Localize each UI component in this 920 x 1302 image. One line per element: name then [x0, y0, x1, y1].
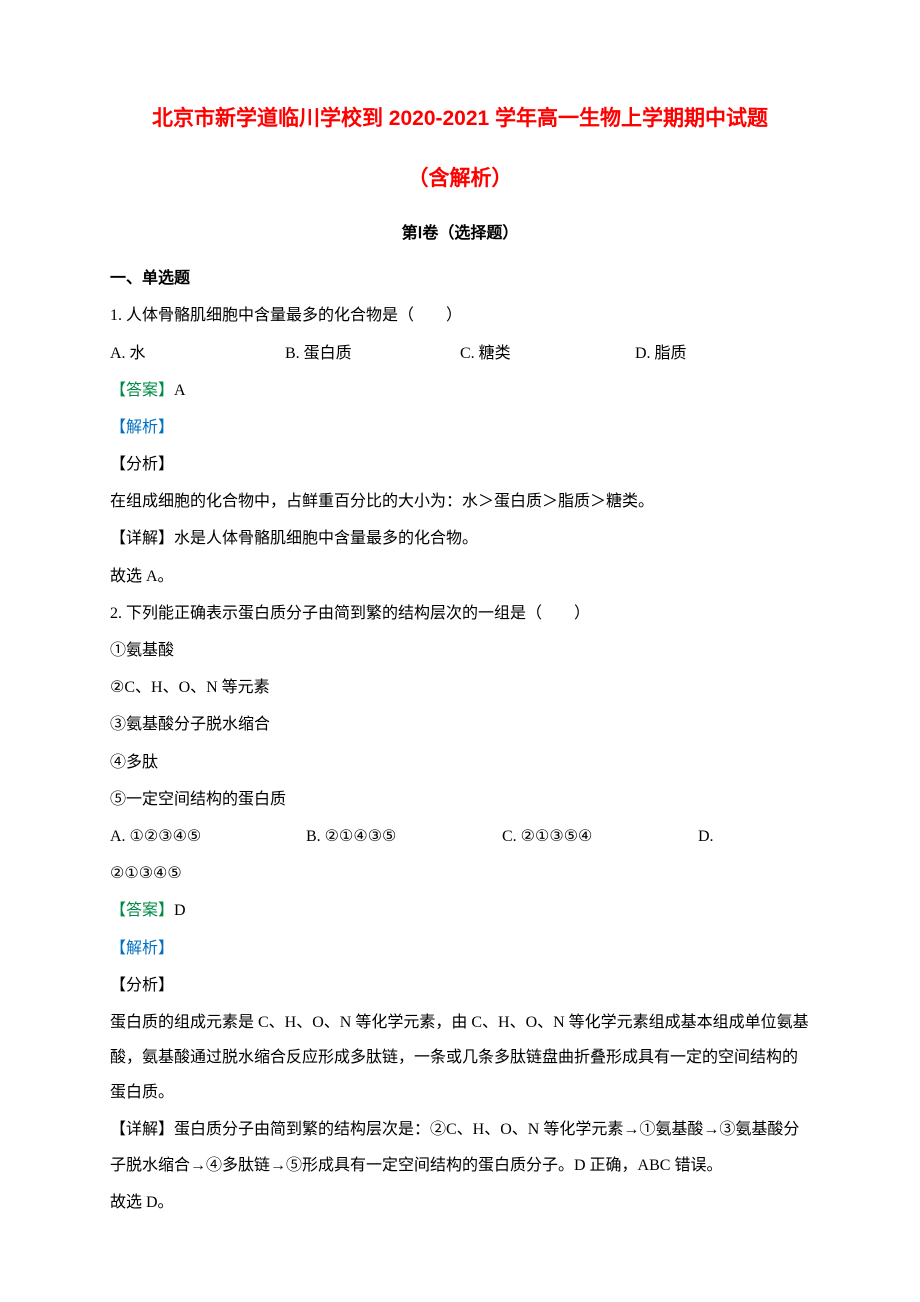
q2-answer: 【答案】D	[110, 893, 810, 928]
q2-option-d: D.	[698, 819, 810, 854]
q2-analysis-label-text: 【解析】	[110, 940, 174, 957]
q1-analysis-label-text: 【解析】	[110, 419, 174, 436]
q1-options: A. 水 B. 蛋白质 C. 糖类 D. 脂质	[110, 336, 810, 371]
q2-fenxi-body: 蛋白质的组成元素是 C、H、O、N 等化学元素，由 C、H、O、N 等化学元素组…	[110, 1005, 810, 1111]
q2-analysis-label: 【解析】	[110, 931, 810, 966]
exam-title-line2: （含解析）	[110, 156, 810, 202]
q1-fenxi-body: 在组成细胞的化合物中，占鲜重百分比的大小为：水＞蛋白质＞脂质＞糖类。	[110, 484, 810, 519]
q2-conclusion: 故选 D。	[110, 1185, 810, 1220]
q1-answer-label: 【答案】	[110, 382, 174, 399]
q1-answer-value: A	[174, 382, 186, 399]
q2-item5: ⑤一定空间结构的蛋白质	[110, 782, 810, 817]
q2-answer-value: D	[174, 902, 186, 919]
q1-option-b: B. 蛋白质	[285, 336, 460, 371]
section-label: 第Ⅰ卷（选择题）	[110, 216, 810, 251]
q2-text: 2. 下列能正确表示蛋白质分子由简到繁的结构层次的一组是（ ）	[110, 596, 810, 631]
q2-item4: ④多肽	[110, 745, 810, 780]
q1-option-c: C. 糖类	[460, 336, 635, 371]
q1-detail: 【详解】水是人体骨骼肌细胞中含量最多的化合物。	[110, 521, 810, 556]
q2-option-a: A. ①②③④⑤	[110, 819, 306, 854]
q1-analysis-label: 【解析】	[110, 410, 810, 445]
q1-option-a: A. 水	[110, 336, 285, 371]
q2-answer-label: 【答案】	[110, 902, 174, 919]
q2-options: A. ①②③④⑤ B. ②①④③⑤ C. ②①③⑤④ D.	[110, 819, 810, 854]
section-heading: 一、单选题	[110, 261, 810, 296]
q1-option-d: D. 脂质	[635, 336, 810, 371]
q2-detail: 【详解】蛋白质分子由简到繁的结构层次是：②C、H、O、N 等化学元素→①氨基酸→…	[110, 1112, 810, 1182]
q2-fenxi-label: 【分析】	[110, 968, 810, 1003]
q2-item3: ③氨基酸分子脱水缩合	[110, 707, 810, 742]
q1-answer: 【答案】A	[110, 373, 810, 408]
q2-option-d-cont: ②①③④⑤	[110, 856, 810, 891]
q1-conclusion: 故选 A。	[110, 559, 810, 594]
exam-title-line1: 北京市新学道临川学校到 2020-2021 学年高一生物上学期期中试题	[110, 100, 810, 138]
q2-option-b: B. ②①④③⑤	[306, 819, 502, 854]
q2-option-c: C. ②①③⑤④	[502, 819, 698, 854]
q2-item2: ②C、H、O、N 等元素	[110, 670, 810, 705]
q1-fenxi-label: 【分析】	[110, 447, 810, 482]
q1-text: 1. 人体骨骼肌细胞中含量最多的化合物是（ ）	[110, 298, 810, 333]
q2-item1: ①氨基酸	[110, 633, 810, 668]
